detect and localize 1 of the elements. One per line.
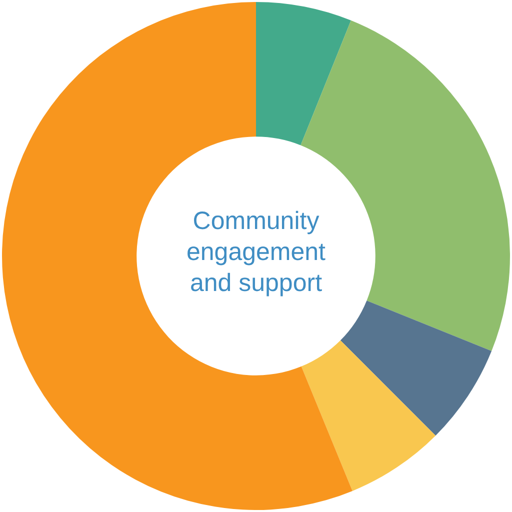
text: Community engagement and support: [185, 206, 326, 299]
